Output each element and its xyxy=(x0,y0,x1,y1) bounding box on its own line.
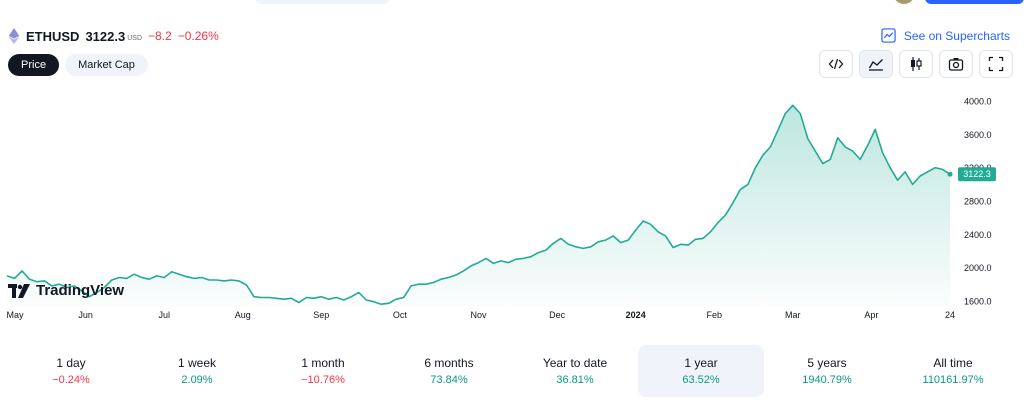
last-price-tag-label: 3122.3 xyxy=(963,169,991,179)
area-chart-icon xyxy=(868,59,883,71)
embed-code-icon xyxy=(828,58,844,70)
y-tick-label: 1600.0 xyxy=(964,296,992,306)
period-1-day[interactable]: 1 day −0.24% xyxy=(8,345,134,397)
fullscreen-icon xyxy=(988,56,1004,72)
tradingview-logo-icon xyxy=(8,283,30,298)
period-label: All time xyxy=(933,356,973,370)
period-label: 1 year xyxy=(684,356,718,370)
period-year-to-date[interactable]: Year to date 36.81% xyxy=(512,345,638,397)
y-tick-label: 2800.0 xyxy=(964,197,992,207)
see-on-supercharts-link[interactable]: See on Supercharts xyxy=(881,28,1010,43)
x-tick-label: Feb xyxy=(707,310,723,320)
price-change-percent: −0.26% xyxy=(177,29,219,43)
x-tick-label: Jul xyxy=(158,310,170,320)
x-tick-label: 2024 xyxy=(626,310,646,320)
period-label: Year to date xyxy=(542,356,608,370)
tab-price[interactable]: Price xyxy=(8,54,60,76)
x-tick-label: Oct xyxy=(393,310,408,320)
period-1-week[interactable]: 1 week 2.09% xyxy=(134,345,260,397)
period-6-months[interactable]: 6 months 73.84% xyxy=(386,345,512,397)
chart-trend-icon xyxy=(881,28,896,43)
period-change: 2.09% xyxy=(181,374,213,386)
performance-periods: 1 day −0.24% 1 week 2.09% 1 month −10.76% 6 mo… xyxy=(8,345,1016,397)
last-price: 3122.3 xyxy=(85,28,126,44)
price-area-fill xyxy=(7,105,950,305)
period-change: −10.76% xyxy=(301,374,345,386)
top-action-button[interactable] xyxy=(925,0,1024,4)
price-change: −8.2 xyxy=(148,29,172,43)
period-1-month[interactable]: 1 month −10.76% xyxy=(260,345,386,397)
y-tick-label: 2000.0 xyxy=(964,263,992,273)
period-label: 1 day xyxy=(56,356,86,370)
avatar[interactable] xyxy=(893,0,915,4)
embed-button[interactable] xyxy=(819,50,853,78)
x-tick-label: Aug xyxy=(235,310,251,320)
logo-text: TradingView xyxy=(36,282,125,299)
period-change: 73.84% xyxy=(430,374,468,386)
x-tick-label: Sep xyxy=(313,310,329,320)
camera-icon xyxy=(948,58,964,71)
symbol-name: ETHUSD xyxy=(26,28,80,44)
period-all-time[interactable]: All time 110161.97% xyxy=(890,345,1016,397)
period-5-years[interactable]: 5 years 1940.79% xyxy=(764,345,890,397)
x-tick-label: Jun xyxy=(78,310,93,320)
last-price-tag xyxy=(958,167,996,182)
period-change: 110161.97% xyxy=(922,374,984,386)
fullscreen-button[interactable] xyxy=(979,50,1013,78)
x-tick-label: Mar xyxy=(785,310,801,320)
x-tick-label: Dec xyxy=(549,310,566,320)
chart-type-tabs: Price Market Cap xyxy=(8,54,148,76)
x-tick-label: 24 xyxy=(945,310,955,320)
tradingview-logo[interactable]: TradingView xyxy=(8,282,124,299)
last-price-dot xyxy=(947,171,953,177)
chart-toolbar xyxy=(819,50,1013,78)
price-chart[interactable]: 4000.03600.03200.02800.02400.02000.01600… xyxy=(0,60,1024,330)
ethereum-icon xyxy=(8,28,20,44)
currency: USD xyxy=(127,35,142,42)
period-change: 1940.79% xyxy=(802,374,852,386)
x-tick-label: Apr xyxy=(864,310,878,320)
price-line xyxy=(6,104,951,305)
period-change: 36.81% xyxy=(556,374,594,386)
candlestick-icon xyxy=(911,57,922,71)
y-tick-label: 2400.0 xyxy=(964,230,992,240)
tab-market-cap[interactable]: Market Cap xyxy=(65,54,148,76)
candlestick-button[interactable] xyxy=(899,50,933,78)
period-label: 5 years xyxy=(807,356,847,370)
period-label: 1 week xyxy=(177,356,217,370)
y-tick-label: 4000.0 xyxy=(964,97,992,107)
x-tick-label: May xyxy=(6,310,24,320)
symbol-header: ETHUSD 3122.3 USD −8.2 −0.26% xyxy=(8,25,219,47)
y-tick-label: 3600.0 xyxy=(964,130,992,140)
supercharts-label: See on Supercharts xyxy=(903,28,1010,43)
period-label: 6 months xyxy=(424,356,474,370)
snapshot-button[interactable] xyxy=(939,50,973,78)
period-change: −0.24% xyxy=(52,374,90,386)
period-label: 1 month xyxy=(301,356,345,370)
top-search-pill[interactable] xyxy=(255,0,390,4)
period-1-year[interactable]: 1 year 63.52% xyxy=(638,345,764,397)
area-chart-button[interactable] xyxy=(859,50,893,78)
period-change: 63.52% xyxy=(682,374,720,386)
x-tick-label: Nov xyxy=(470,310,487,320)
